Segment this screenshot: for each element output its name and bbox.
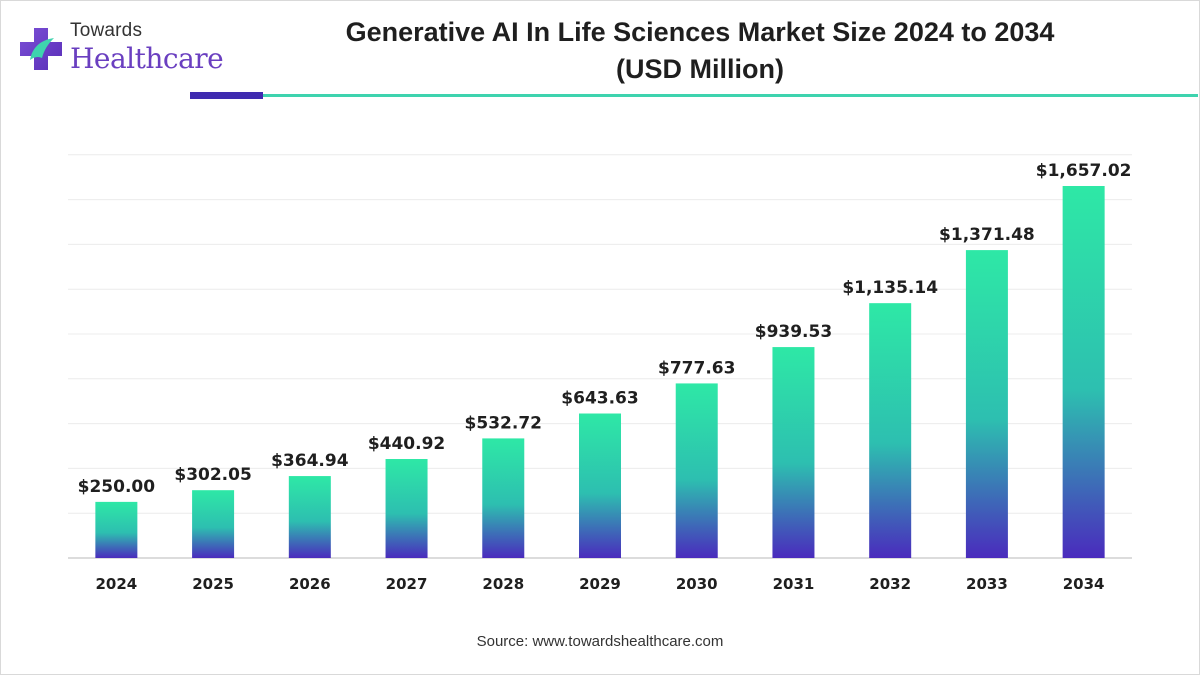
x-tick-2033: 2033	[966, 575, 1008, 593]
bar-2025	[192, 490, 235, 558]
bar-2028	[482, 438, 525, 558]
value-labels: $250.00 $302.05 $364.94 $440.92 $532.72 $643.…	[78, 161, 1132, 497]
value-label-2030: $777.63	[658, 358, 735, 378]
value-label-2032: $1,135.14	[842, 278, 938, 298]
logo-text-healthcare: Healthcare	[70, 42, 224, 75]
value-label-2034: $1,657.02	[1036, 161, 1132, 181]
x-tick-2026: 2026	[289, 575, 331, 593]
x-tick-labels: 2024 2025 2026 2027 2028 2029 2030 2031 2032 2033…	[95, 575, 1104, 593]
chart-title-line1: Generative AI In Life Sciences Market Si…	[345, 17, 1055, 47]
bar-2033	[965, 250, 1008, 558]
x-tick-2027: 2027	[386, 575, 428, 593]
chart-title: Generative AI In Life Sciences Market Si…	[270, 14, 1130, 88]
x-tick-2028: 2028	[482, 575, 524, 593]
bars	[95, 186, 1105, 558]
x-tick-2031: 2031	[773, 575, 815, 593]
title-rule-light	[263, 94, 1198, 97]
title-rule-dark	[190, 92, 263, 99]
x-tick-2032: 2032	[869, 575, 911, 593]
bar-2027	[385, 459, 428, 558]
x-tick-2024: 2024	[95, 575, 137, 593]
value-label-2026: $364.94	[271, 451, 349, 471]
value-label-2025: $302.05	[174, 465, 251, 485]
logo-text-towards: Towards	[70, 20, 143, 41]
source-note: Source: www.towardshealthcare.com	[476, 633, 724, 650]
value-label-2031: $939.53	[755, 322, 832, 342]
bar-2024	[95, 501, 138, 558]
bar-2026	[288, 476, 331, 558]
value-label-2028: $532.72	[465, 413, 542, 433]
bar-2029	[579, 413, 621, 558]
x-tick-2030: 2030	[676, 575, 718, 593]
value-label-2029: $643.63	[561, 389, 638, 409]
value-label-2027: $440.92	[368, 434, 445, 454]
medical-cross-icon	[20, 28, 62, 70]
value-label-2024: $250.00	[78, 477, 156, 497]
bar-2032	[869, 303, 912, 558]
x-tick-2029: 2029	[579, 575, 621, 593]
bar-2034	[1062, 186, 1105, 558]
x-tick-2034: 2034	[1063, 575, 1105, 593]
brand-logo: Towards Healthcare	[18, 20, 228, 82]
bar-2031	[772, 347, 815, 558]
bar-2030	[675, 383, 718, 558]
value-label-2033: $1,371.48	[939, 225, 1035, 245]
x-tick-2025: 2025	[192, 575, 234, 593]
chart-title-line2: (USD Million)	[616, 54, 784, 84]
